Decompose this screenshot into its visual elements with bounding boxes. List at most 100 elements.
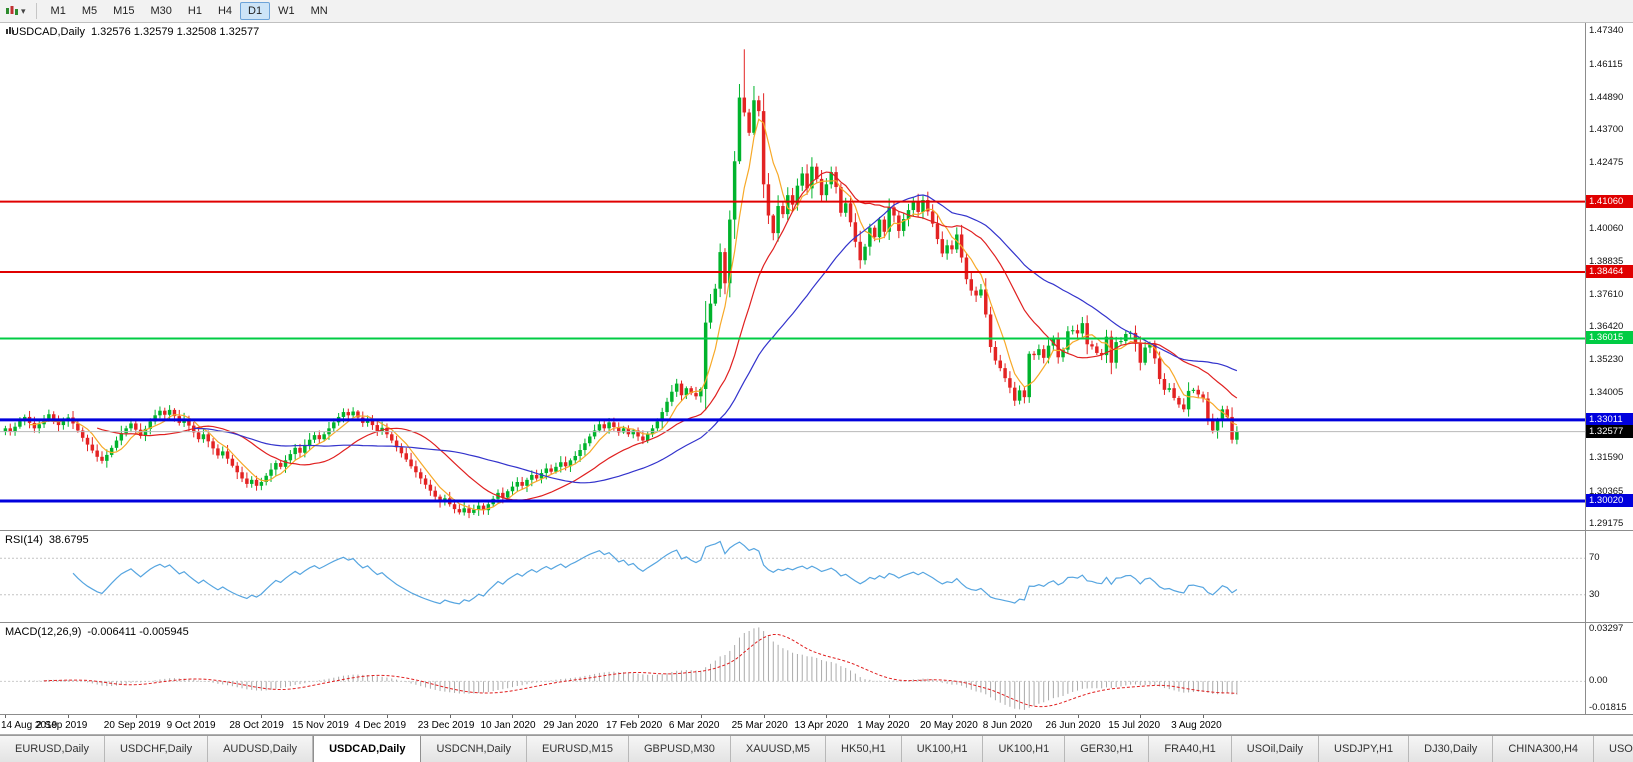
chart-tab-bar: EURUSD,Daily USDCHF,Daily AUDUSD,Daily USDC…	[0, 735, 1633, 762]
timeframe-button-w1[interactable]: W1	[278, 5, 295, 17]
time-axis-label: 9 Oct 2019	[166, 720, 216, 731]
time-axis-tick	[135, 715, 137, 718]
timeframe-button-h1[interactable]: H1	[187, 5, 202, 17]
time-axis-label: 15 Nov 2019	[292, 720, 349, 731]
price-axis-label: 1.42475	[1589, 157, 1624, 169]
time-axis-label: 15 Jul 2020	[1108, 720, 1161, 731]
macd-axis-label: -0.01815	[1589, 702, 1627, 713]
time-axis-tick	[68, 715, 70, 718]
time-axis-tick	[763, 715, 765, 718]
timeframe-button-m30[interactable]: M30	[150, 5, 172, 17]
time-axis-label: 20 May 2020	[919, 720, 978, 731]
time-axis-label: 29 Jan 2020	[543, 720, 599, 731]
price-axis-label: 1.31590	[1589, 452, 1624, 464]
chart-tab-usdcnh-daily[interactable]: USDCNH,Daily	[421, 736, 528, 762]
rsi-readout: RSI(14) 38.6795	[5, 534, 89, 546]
macd-pane: MACD(12,26,9) -0.006411 -0.005945 0.0329…	[0, 623, 1633, 715]
rsi-axis-label: 70	[1589, 552, 1600, 564]
time-axis-tick	[1077, 715, 1079, 718]
time-axis-label: 6 Mar 2020	[668, 720, 720, 731]
rsi-plot[interactable]: RSI(14) 38.6795	[0, 531, 1585, 622]
timeframe-button-m1[interactable]: M1	[50, 5, 66, 17]
chart-tab-uk100-h1[interactable]: UK100,H1	[983, 736, 1066, 762]
chart-tab-usdcad-daily[interactable]: USDCAD,Daily	[313, 736, 422, 762]
chart-tab-usoil-d[interactable]: USOil,D	[1594, 736, 1633, 762]
time-axis-tick	[638, 715, 640, 718]
time-axis-tick	[1203, 715, 1205, 718]
time-axis-label: 1 May 2020	[857, 720, 910, 731]
price-axis-label: 1.34005	[1589, 386, 1624, 398]
time-axis-tick	[1014, 715, 1016, 718]
toolbar-separator	[35, 3, 37, 19]
price-axis-label: 1.40060	[1589, 222, 1624, 234]
time-axis[interactable]: 14 Aug 2019 2 Sep 2019 20 Sep 2019 9 Oct 20…	[0, 715, 1633, 735]
macd-indicator-name: MACD(12,26,9)	[5, 626, 82, 638]
time-axis-tick	[1140, 715, 1142, 718]
macd-axis-label: 0.03297	[1589, 623, 1624, 634]
main-chart-plot[interactable]: USDCAD,Daily 1.32576 1.32579 1.32508 1.3…	[0, 23, 1585, 530]
time-axis-label: 13 Apr 2020	[794, 720, 849, 731]
chart-type-dropdown-icon[interactable]: ▾	[21, 5, 26, 16]
rsi-axis[interactable]: 70 30	[1585, 531, 1633, 622]
chart-ohlc-readout: USDCAD,Daily 1.32576 1.32579 1.32508 1.3…	[5, 26, 259, 38]
time-axis-label: 28 Oct 2019	[229, 720, 284, 731]
chart-tab-gbpusd-m30[interactable]: GBPUSD,M30	[628, 736, 731, 762]
price-axis-label: 1.36420	[1589, 321, 1624, 333]
price-level-badge: 1.38464	[1586, 265, 1633, 279]
time-axis-tick	[826, 715, 828, 718]
chart-tab-uk100-h1[interactable]: UK100,H1	[901, 736, 984, 762]
price-level-badge: 1.36015	[1586, 331, 1633, 345]
time-axis-label: 10 Jan 2020	[480, 720, 536, 731]
time-axis-tick	[386, 715, 388, 718]
chart-tab-usoil-daily[interactable]: USOil,Daily	[1231, 736, 1320, 762]
chart-type-icon[interactable]	[5, 5, 19, 17]
chart-tab-dj30-daily[interactable]: DJ30,Daily	[1409, 736, 1494, 762]
macd-axis[interactable]: 0.03297 0.00 -0.01815	[1585, 623, 1633, 714]
time-axis-label: 17 Feb 2020	[606, 720, 663, 731]
price-level-badge: 1.33011	[1586, 412, 1633, 426]
price-axis-label: 1.35230	[1589, 353, 1624, 365]
timeframe-button-d1[interactable]: D1	[240, 2, 271, 20]
time-axis-label: 23 Dec 2019	[417, 720, 475, 731]
chart-tabs-group: EURUSD,Daily USDCHF,Daily AUDUSD,Daily USDC…	[0, 736, 1633, 762]
chart-tab-ger30-h1[interactable]: GER30,H1	[1065, 736, 1150, 762]
time-axis-tick	[575, 715, 577, 718]
price-axis-label: 1.43700	[1589, 124, 1624, 136]
price-axis-label: 1.38835	[1589, 255, 1624, 267]
macd-plot[interactable]: MACD(12,26,9) -0.006411 -0.005945	[0, 623, 1585, 714]
time-axis-tick	[449, 715, 451, 718]
rsi-pane: RSI(14) 38.6795 70 30	[0, 531, 1633, 623]
time-axis-tick	[324, 715, 326, 718]
chart-tab-usdchf-daily[interactable]: USDCHF,Daily	[104, 736, 209, 762]
price-axis-label: 1.47340	[1589, 25, 1624, 37]
main-price-pane: USDCAD,Daily 1.32576 1.32579 1.32508 1.3…	[0, 23, 1633, 531]
timeframe-button-h4[interactable]: H4	[217, 5, 233, 17]
time-axis-label: 4 Dec 2019	[354, 720, 407, 731]
timeframe-button-m15[interactable]: M15	[113, 5, 135, 17]
macd-axis-label: 0.00	[1589, 675, 1608, 687]
price-level-badge: 1.30020	[1586, 493, 1633, 507]
time-axis-tick	[261, 715, 263, 718]
chart-tab-eurusd-daily[interactable]: EURUSD,Daily	[0, 736, 105, 762]
price-axis-label: 1.30365	[1589, 485, 1624, 497]
time-axis-tick	[951, 715, 953, 718]
chart-tab-fra40-h1[interactable]: FRA40,H1	[1149, 736, 1232, 762]
time-axis-label: 14 Aug 2019	[1, 720, 58, 731]
chart-tab-eurusd-m15[interactable]: EURUSD,M15	[527, 736, 629, 762]
time-axis-label: 8 Jun 2020	[982, 720, 1033, 731]
chart-tab-xauusd-m5[interactable]: XAUUSD,M5	[730, 736, 827, 762]
time-axis-tick	[5, 715, 7, 718]
timeframe-button-mn[interactable]: MN	[310, 5, 328, 17]
chart-tab-audusd-daily[interactable]: AUDUSD,Daily	[208, 736, 314, 762]
time-axis-tick	[889, 715, 891, 718]
rsi-indicator-name: RSI(14)	[5, 534, 43, 546]
time-axis-tick	[512, 715, 514, 718]
chart-tab-hk50-h1[interactable]: HK50,H1	[826, 736, 902, 762]
chart-tab-china300-h4[interactable]: CHINA300,H4	[1493, 736, 1595, 762]
price-axis[interactable]: 1.41060 1.38464 1.36015 1.33011 1.30020 1.325…	[1585, 23, 1633, 530]
chart-ohlc-values: 1.32576 1.32579 1.32508 1.32577	[90, 26, 260, 38]
current-price-badge: 1.32577	[1586, 424, 1633, 438]
macd-readout: MACD(12,26,9) -0.006411 -0.005945	[5, 626, 189, 638]
timeframe-button-m5[interactable]: M5	[81, 5, 98, 17]
chart-tab-usdjpy-h1[interactable]: USDJPY,H1	[1319, 736, 1410, 762]
